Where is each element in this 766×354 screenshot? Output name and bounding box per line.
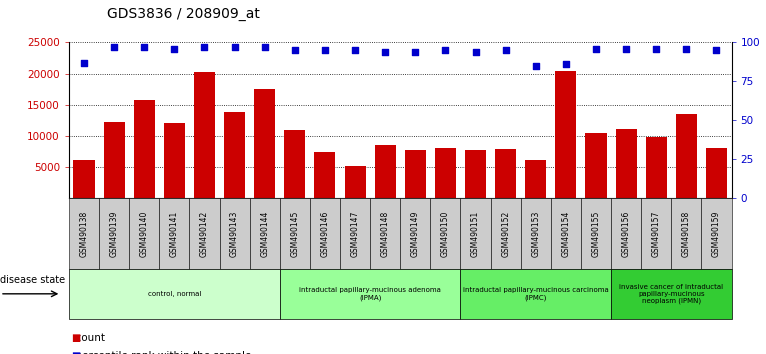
Bar bbox=[134, 100, 155, 198]
Point bbox=[198, 44, 211, 50]
Text: count: count bbox=[69, 333, 105, 343]
Point bbox=[409, 49, 421, 55]
Bar bbox=[314, 152, 336, 198]
Text: GSM490152: GSM490152 bbox=[501, 211, 510, 257]
Bar bbox=[525, 160, 546, 198]
Text: GSM490138: GSM490138 bbox=[80, 211, 89, 257]
Text: GSM490159: GSM490159 bbox=[712, 210, 721, 257]
Text: control, normal: control, normal bbox=[148, 291, 201, 297]
Point bbox=[228, 44, 241, 50]
Point bbox=[379, 49, 391, 55]
Text: GSM490155: GSM490155 bbox=[591, 210, 601, 257]
Bar bbox=[74, 160, 94, 198]
Point bbox=[289, 47, 301, 53]
Text: GSM490145: GSM490145 bbox=[290, 210, 300, 257]
Bar bbox=[585, 133, 607, 198]
Point bbox=[169, 46, 181, 52]
Point bbox=[108, 44, 120, 50]
Text: GSM490156: GSM490156 bbox=[622, 210, 630, 257]
Text: ■: ■ bbox=[71, 351, 80, 354]
Point bbox=[349, 47, 362, 53]
Text: intraductal papillary-mucinous carcinoma
(IPMC): intraductal papillary-mucinous carcinoma… bbox=[463, 287, 609, 301]
Bar bbox=[284, 130, 306, 198]
Bar bbox=[404, 150, 426, 198]
Text: GSM490140: GSM490140 bbox=[139, 210, 149, 257]
Text: GSM490153: GSM490153 bbox=[532, 210, 540, 257]
Bar bbox=[164, 124, 185, 198]
Bar bbox=[465, 150, 486, 198]
Point bbox=[680, 46, 692, 52]
Text: invasive cancer of intraductal
papillary-mucinous
neoplasm (IPMN): invasive cancer of intraductal papillary… bbox=[619, 284, 723, 304]
Text: GSM490143: GSM490143 bbox=[230, 210, 239, 257]
Point bbox=[710, 47, 722, 53]
Point bbox=[560, 62, 572, 67]
Text: GSM490150: GSM490150 bbox=[441, 210, 450, 257]
Bar bbox=[495, 149, 516, 198]
Text: ■: ■ bbox=[71, 333, 80, 343]
Text: GSM490151: GSM490151 bbox=[471, 211, 480, 257]
Text: GSM490154: GSM490154 bbox=[561, 210, 571, 257]
Point bbox=[259, 44, 271, 50]
Text: disease state: disease state bbox=[0, 275, 65, 285]
Text: GSM490158: GSM490158 bbox=[682, 211, 691, 257]
Text: GSM490146: GSM490146 bbox=[320, 210, 329, 257]
Point bbox=[529, 63, 542, 69]
Point bbox=[620, 46, 632, 52]
Point bbox=[78, 60, 90, 65]
Point bbox=[470, 49, 482, 55]
Text: GSM490147: GSM490147 bbox=[351, 210, 359, 257]
Text: GSM490144: GSM490144 bbox=[260, 210, 269, 257]
Bar bbox=[345, 166, 365, 198]
Bar bbox=[435, 148, 456, 198]
Text: intraductal papillary-mucinous adenoma
(IPMA): intraductal papillary-mucinous adenoma (… bbox=[300, 287, 441, 301]
Point bbox=[499, 47, 512, 53]
Text: GSM490139: GSM490139 bbox=[110, 210, 119, 257]
Point bbox=[650, 46, 663, 52]
Bar bbox=[103, 122, 125, 198]
Point bbox=[319, 47, 331, 53]
Text: GSM490148: GSM490148 bbox=[381, 211, 390, 257]
Text: GSM490141: GSM490141 bbox=[170, 211, 178, 257]
Bar bbox=[646, 137, 666, 198]
Bar bbox=[676, 114, 697, 198]
Bar bbox=[224, 112, 245, 198]
Bar bbox=[194, 72, 215, 198]
Text: GDS3836 / 208909_at: GDS3836 / 208909_at bbox=[107, 7, 260, 21]
Bar bbox=[616, 129, 637, 198]
Text: GSM490142: GSM490142 bbox=[200, 211, 209, 257]
Point bbox=[138, 44, 150, 50]
Text: GSM490157: GSM490157 bbox=[652, 210, 661, 257]
Text: GSM490149: GSM490149 bbox=[411, 210, 420, 257]
Point bbox=[439, 47, 451, 53]
Point bbox=[590, 46, 602, 52]
Bar bbox=[375, 145, 396, 198]
Bar bbox=[555, 71, 577, 198]
Bar bbox=[254, 89, 275, 198]
Text: percentile rank within the sample: percentile rank within the sample bbox=[69, 351, 251, 354]
Bar bbox=[706, 148, 727, 198]
